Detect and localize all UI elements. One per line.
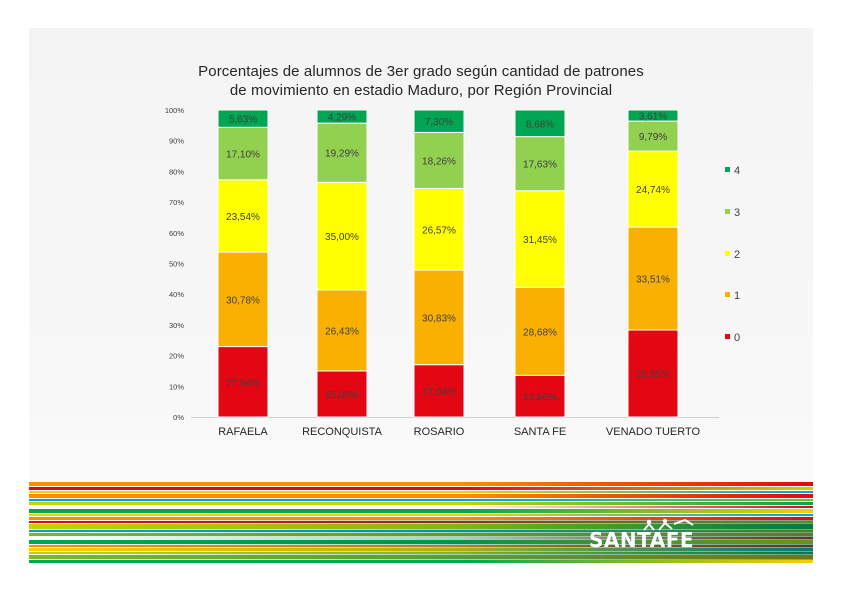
- legend-swatch: [725, 292, 730, 297]
- legend-swatch: [725, 167, 730, 172]
- y-tick-label: 90%: [169, 137, 184, 146]
- bar-segment-4: [316, 109, 368, 124]
- x-tick-label: SANTA FE: [514, 426, 566, 438]
- logo-band: [29, 520, 813, 560]
- stripe: [29, 487, 813, 490]
- data-label: 4,29%: [328, 113, 356, 124]
- legend-label: 3: [734, 207, 740, 219]
- y-tick-label: 40%: [169, 290, 184, 299]
- x-tick-label: VENADO TUERTO: [606, 426, 701, 438]
- data-label: 26,43%: [325, 326, 359, 337]
- bar-segment-1: [627, 226, 679, 331]
- bar-segment-4: [217, 109, 269, 128]
- bar-segment-2: [316, 181, 368, 291]
- y-tick-label: 80%: [169, 167, 184, 176]
- bar-segment-2: [413, 187, 465, 271]
- y-tick-label: 0%: [173, 413, 184, 422]
- bar-segment-0: [514, 374, 566, 418]
- logo-text: SANTAFE: [589, 528, 695, 552]
- stacked-bar-chart: 0% 10% 20% 30% 40% 50% 60% 70% 80% 90% 100% 22,94% 3…: [165, 106, 740, 438]
- bar-segment-4: [514, 109, 566, 138]
- x-tick-label: ROSARIO: [414, 426, 465, 438]
- legend-label: 2: [734, 249, 740, 261]
- stripe: [29, 491, 813, 493]
- legend-swatch: [725, 251, 730, 256]
- bar-segment-3: [316, 122, 368, 183]
- data-label: 26,57%: [422, 225, 456, 236]
- bar-segment-3: [413, 131, 465, 189]
- stripe: [29, 506, 813, 508]
- data-label: 22,94%: [226, 378, 260, 389]
- data-label: 13,56%: [523, 392, 557, 403]
- data-label: 28,35%: [636, 369, 670, 380]
- chart-title: Porcentajes de alumnos de 3er grado segú…: [29, 62, 813, 100]
- stripe: [29, 517, 813, 520]
- data-label: 24,74%: [636, 185, 670, 196]
- data-label: 30,78%: [226, 295, 260, 306]
- y-tick-label: 10%: [169, 382, 184, 391]
- legend-label: 1: [734, 290, 740, 302]
- bar-segment-3: [217, 126, 269, 181]
- decorative-stripes: [29, 480, 813, 566]
- santafe-logo: SANTAFE: [589, 518, 709, 558]
- legend-label: 4: [734, 165, 740, 177]
- legend-swatch: [725, 334, 730, 339]
- x-tick-label: RAFAELA: [218, 426, 268, 438]
- bar-segment-0: [413, 364, 465, 418]
- bar-segment-2: [514, 190, 566, 288]
- chart-title-line-1: Porcentajes de alumnos de 3er grado segú…: [198, 63, 644, 80]
- data-label: 33,51%: [636, 275, 670, 286]
- data-label: 17,04%: [422, 387, 456, 398]
- bar-segment-2: [217, 179, 269, 253]
- y-tick-label: 30%: [169, 321, 184, 330]
- bar-segment-1: [413, 269, 465, 366]
- stripe: [29, 499, 813, 501]
- stripe: [29, 509, 813, 513]
- bar-segment-1: [316, 289, 368, 372]
- data-label: 8,68%: [526, 119, 554, 130]
- logo-figures-icon: [643, 518, 694, 531]
- chart-title-line-2: de movimiento en estadio Maduro, por Reg…: [229, 82, 613, 99]
- y-tick-label: 100%: [165, 106, 185, 115]
- bar-segment-0: [217, 346, 269, 418]
- slide: Porcentajes de alumnos de 3er grado segú…: [29, 28, 813, 566]
- data-label: 30,83%: [422, 313, 456, 324]
- stripe: [29, 494, 813, 498]
- legend-label: 0: [734, 332, 740, 344]
- y-tick-label: 70%: [169, 198, 184, 207]
- bar-segment-4: [627, 109, 679, 122]
- stripe: [29, 560, 813, 563]
- stripe: [29, 482, 813, 486]
- bar-segment-0: [627, 329, 679, 418]
- stripe: [29, 502, 813, 505]
- legend-swatch: [725, 209, 730, 214]
- bar-segment-4: [413, 109, 465, 133]
- data-label: 3,61%: [639, 112, 667, 123]
- bar-segment-2: [627, 150, 679, 228]
- bar-segment-0: [316, 370, 368, 418]
- data-label: 28,68%: [523, 327, 557, 338]
- data-label: 31,45%: [523, 235, 557, 246]
- stripe: [29, 514, 813, 516]
- data-label: 35,00%: [325, 232, 359, 243]
- x-tick-label: RECONQUISTA: [302, 426, 383, 438]
- data-label: 5,63%: [229, 115, 257, 126]
- y-tick-label: 50%: [169, 260, 184, 269]
- data-label: 9,79%: [639, 132, 667, 143]
- data-label: 17,63%: [523, 160, 557, 171]
- data-label: 23,54%: [226, 212, 260, 223]
- y-tick-label: 20%: [169, 352, 184, 361]
- data-label: 17,10%: [226, 150, 260, 161]
- bar-segment-3: [627, 120, 679, 152]
- data-label: 7,30%: [425, 117, 453, 128]
- data-label: 19,29%: [325, 149, 359, 160]
- data-label: 15,00%: [325, 390, 359, 401]
- bar-segment-1: [514, 286, 566, 376]
- bar-segment-3: [514, 136, 566, 192]
- data-label: 18,26%: [422, 156, 456, 167]
- y-tick-label: 60%: [169, 229, 184, 238]
